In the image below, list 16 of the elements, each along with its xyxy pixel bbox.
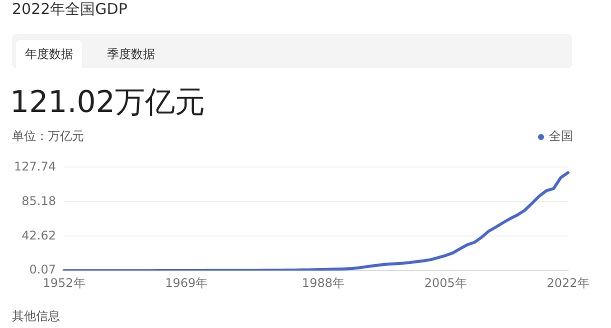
text: 121.02万亿元	[10, 84, 205, 122]
text: 年度数据	[16, 40, 82, 68]
x-tick-label: 2022年	[546, 276, 590, 290]
x-tick-label: 1988年	[302, 276, 344, 290]
legend-label: 全国	[549, 129, 573, 143]
chart-title: 2022年全国GDP	[12, 0, 128, 19]
x-tick-label: 1969年	[165, 276, 208, 290]
x-tick-label: 1952年	[42, 276, 86, 290]
y-tick-label: 85.18	[22, 194, 56, 208]
text: 季度数据	[106, 46, 156, 63]
text: 其他信息	[12, 308, 60, 325]
y-axis-title: 单位：万亿元	[12, 128, 84, 145]
y-tick-label: 42.62	[22, 228, 56, 242]
y-tick-label: 0.07	[29, 262, 56, 277]
x-tick-label: 2005年	[424, 276, 467, 290]
y-tick-label: 127.74	[14, 159, 56, 174]
